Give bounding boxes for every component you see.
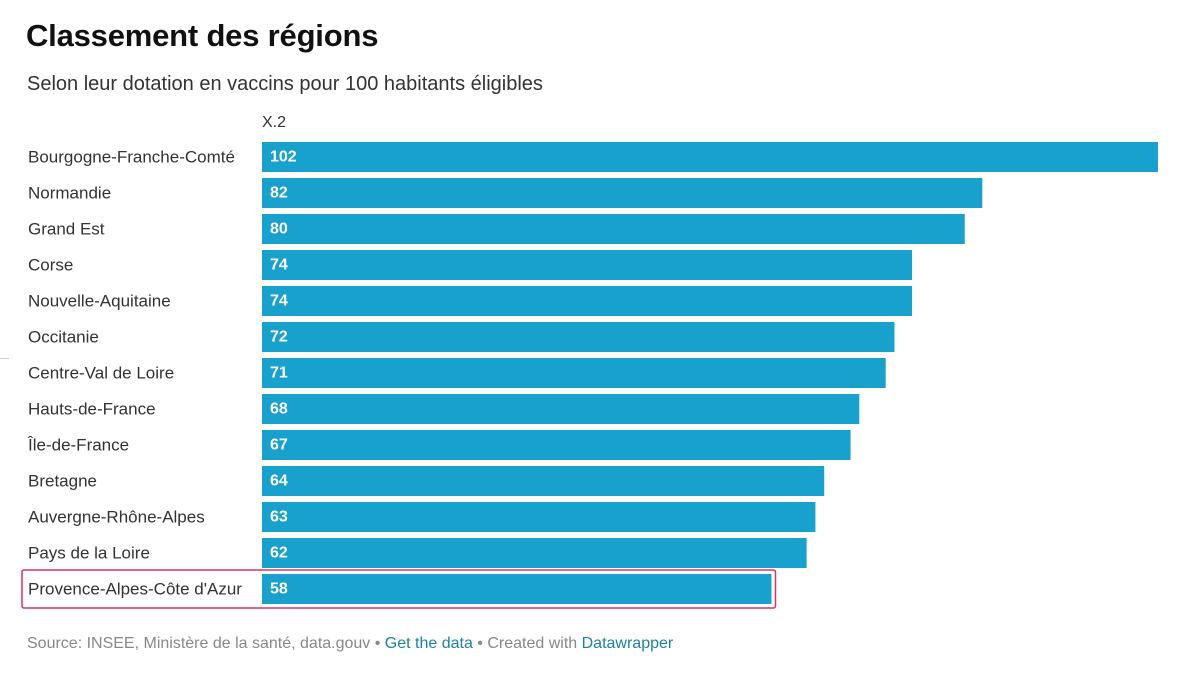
bar <box>262 430 851 460</box>
bar <box>262 538 807 568</box>
chart-title: Classement des régions <box>26 18 379 53</box>
bar-chart: Bourgogne-Franche-Comté 102 Normandie 82 Gra… <box>21 142 1158 609</box>
footer-separator: • <box>472 635 488 652</box>
bar <box>262 574 772 604</box>
bar-value-label: 68 <box>270 401 288 418</box>
bar-value-label: 74 <box>270 293 288 310</box>
bar <box>262 502 816 532</box>
category-label: Nouvelle-Aquitaine <box>28 292 171 311</box>
bar-value-label: 74 <box>270 257 288 274</box>
bar-value-label: 72 <box>270 329 288 346</box>
source-text: Source: INSEE, Ministère de la santé, da… <box>27 635 371 652</box>
category-label: Grand Est <box>28 220 105 239</box>
datawrapper-link[interactable]: Datawrapper <box>581 635 674 652</box>
bar-value-label: 82 <box>270 185 288 202</box>
edge-tick-mark <box>0 358 9 359</box>
footer-separator: • <box>370 635 385 652</box>
bar <box>262 286 913 316</box>
bar-value-label: 63 <box>270 509 288 526</box>
chart-subtitle: Selon leur dotation en vaccins pour 100 … <box>27 73 543 95</box>
bar <box>262 214 965 244</box>
category-label: Occitanie <box>28 328 99 347</box>
bar-value-label: 64 <box>270 473 288 490</box>
created-with-text: Created with <box>487 635 582 652</box>
bar <box>262 250 913 280</box>
bar-value-label: 58 <box>270 581 288 598</box>
category-label: Corse <box>28 256 73 275</box>
category-label: Île-de-France <box>27 436 129 455</box>
highlight-box <box>21 569 777 609</box>
bar <box>262 142 1158 172</box>
chart-footer: Source: INSEE, Ministère de la santé, da… <box>27 635 673 653</box>
category-label: Normandie <box>28 184 111 203</box>
bar-value-label: 80 <box>270 221 288 238</box>
bar <box>262 394 860 424</box>
bar-value-label: 71 <box>270 365 288 382</box>
bar-value-label: 62 <box>270 545 288 562</box>
bar <box>262 178 983 208</box>
category-label: Hauts-de-France <box>28 400 156 419</box>
category-label: Pays de la Loire <box>28 544 150 563</box>
bar-value-label: 67 <box>270 437 288 454</box>
get-the-data-link[interactable]: Get the data <box>384 635 473 652</box>
category-label: Auvergne-Rhône-Alpes <box>28 508 205 527</box>
bar-value-label: 102 <box>270 149 297 166</box>
bar <box>262 322 895 352</box>
category-label: Bourgogne-Franche-Comté <box>28 148 235 167</box>
bar <box>262 358 886 388</box>
category-label: Provence-Alpes-Côte d'Azur <box>28 580 242 599</box>
category-label: Centre-Val de Loire <box>28 364 174 383</box>
category-label: Bretagne <box>28 472 97 491</box>
bar <box>262 466 825 496</box>
column-header: X.2 <box>262 114 287 131</box>
